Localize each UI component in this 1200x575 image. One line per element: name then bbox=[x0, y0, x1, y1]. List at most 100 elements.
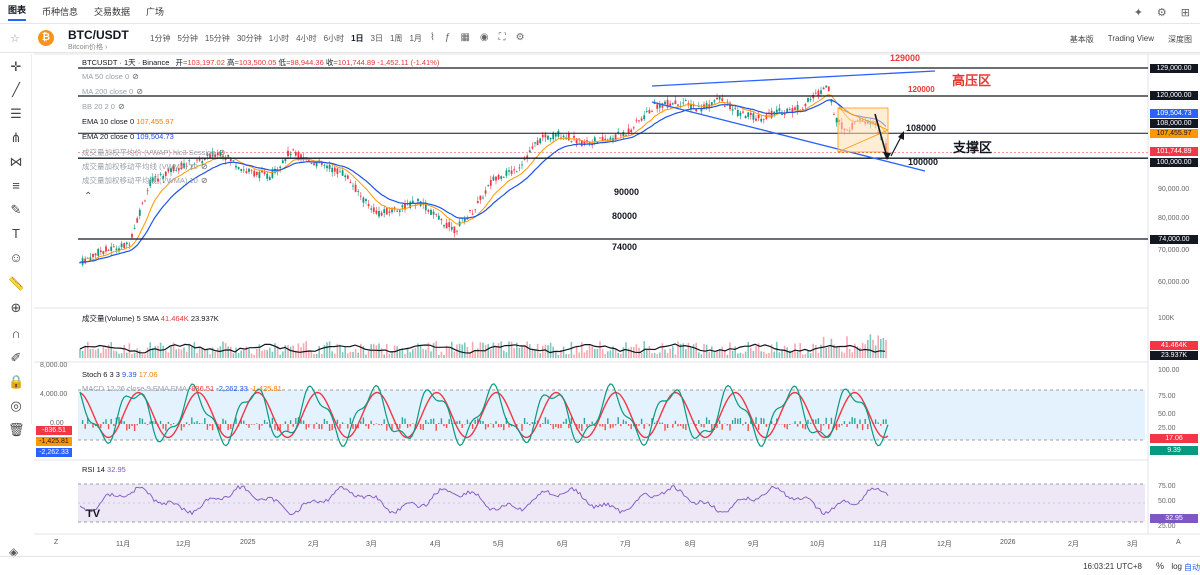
interval-15m[interactable]: 15分钟 bbox=[204, 34, 230, 43]
stoch-legend[interactable]: Stoch 6 3 3 9.39 17.06 bbox=[82, 370, 158, 379]
price-tag-129000[interactable]: 129,000.00 bbox=[1150, 64, 1198, 73]
macd-legend[interactable]: MACD 12 26 close 9 EMA EMA -836.51 -2,26… bbox=[82, 384, 282, 393]
nav-chart[interactable]: 图表 bbox=[8, 3, 27, 21]
topnav-right: ✦ ⚙ ⊞ bbox=[1134, 6, 1190, 19]
eye-icon[interactable]: ◎ bbox=[10, 398, 22, 413]
interval-4h[interactable]: 4小时 bbox=[296, 34, 317, 43]
symbol-title[interactable]: BTC/USDT bbox=[68, 28, 129, 42]
settings-icon[interactable]: ⚙ bbox=[1156, 7, 1167, 19]
volume-bar bbox=[542, 345, 544, 358]
percent-toggle[interactable]: % bbox=[1155, 561, 1164, 571]
camera-icon[interactable]: ◉ bbox=[479, 32, 489, 43]
xaxis-tick: 7月 bbox=[620, 541, 631, 548]
crosshair-icon[interactable]: ✛ bbox=[10, 59, 22, 74]
price-tag-ema20[interactable]: 109,504.73 bbox=[1150, 109, 1198, 118]
pitchfork-icon[interactable]: ⋔ bbox=[10, 130, 22, 145]
eye-off-icon[interactable]: ⊘ bbox=[200, 176, 208, 185]
ruler-icon[interactable]: 📏 bbox=[8, 276, 25, 291]
magnet-icon[interactable]: ∩ bbox=[11, 326, 21, 341]
log-toggle[interactable]: log bbox=[1171, 562, 1182, 571]
legend-vwma20[interactable]: 成交量加权移动平均线 (VWMA) 20 ⊘ bbox=[82, 161, 208, 172]
interval-1h[interactable]: 1小时 bbox=[268, 34, 290, 43]
trash-icon[interactable]: 🗑 bbox=[8, 422, 25, 437]
view-basic[interactable]: 基本版 bbox=[1069, 35, 1094, 44]
brush-icon[interactable]: ✎ bbox=[10, 202, 22, 217]
candle-body bbox=[627, 128, 630, 134]
candle-body bbox=[622, 131, 625, 137]
lock-icon[interactable]: 🔒 bbox=[8, 374, 25, 389]
legend-vwma10[interactable]: 成交量加权移动平均线 (VWMA) 10 ⊘ bbox=[82, 175, 208, 186]
interval-5m[interactable]: 5分钟 bbox=[177, 34, 198, 43]
layout-icon[interactable]: ⊞ bbox=[1180, 7, 1190, 19]
collapse-legend-icon[interactable]: ⌃ bbox=[84, 191, 93, 202]
eye-off-icon[interactable]: ⊘ bbox=[117, 102, 125, 111]
chart-type-icon[interactable]: ⌇ bbox=[430, 32, 435, 43]
volume-legend[interactable]: 成交量(Volume) 5 SMA 41.464K 23.937K bbox=[82, 313, 219, 324]
macd-bar bbox=[206, 424, 209, 430]
legend-ema10[interactable]: EMA 10 close 0 107,455.97 bbox=[82, 117, 174, 126]
interval-3d[interactable]: 3日 bbox=[370, 34, 383, 43]
legend-ema20[interactable]: EMA 20 close 0 109,504.73 bbox=[82, 132, 174, 141]
xaxis-a[interactable]: A bbox=[1176, 539, 1181, 546]
layers-icon[interactable]: ◈ bbox=[9, 545, 19, 559]
price-tag-120000[interactable]: 120,000.00 bbox=[1150, 91, 1198, 100]
osc-axis-100: 100.00 bbox=[1158, 367, 1180, 374]
zoom-in-icon[interactable]: ⊕ bbox=[10, 300, 22, 315]
eye-off-icon[interactable]: ⊘ bbox=[218, 148, 226, 157]
symbol-subtitle[interactable]: Bitcoin价格 › bbox=[68, 44, 108, 51]
xaxis-z[interactable]: Z bbox=[54, 539, 59, 546]
macd-bar bbox=[318, 424, 320, 429]
price-tag-74000[interactable]: 74,000.00 bbox=[1150, 235, 1198, 244]
interval-1w[interactable]: 1周 bbox=[389, 34, 403, 43]
volume-bar bbox=[646, 349, 648, 358]
legend-vwap[interactable]: 成交量加权平均价 (VWAP) hlc3 Session ⊘ bbox=[82, 147, 225, 158]
lock-drawings-icon[interactable]: ✐ bbox=[10, 350, 22, 365]
pattern-icon[interactable]: ⋈ bbox=[9, 154, 23, 169]
view-depth[interactable]: 深度图 bbox=[1168, 35, 1192, 44]
legend-ma200[interactable]: MA 200 close 0 ⊘ bbox=[82, 87, 143, 96]
volume-bar bbox=[126, 352, 128, 358]
nav-coin-info[interactable]: 币种信息 bbox=[42, 7, 79, 17]
nav-trading-data[interactable]: 交易数据 bbox=[94, 7, 131, 17]
template-icon[interactable]: ▦ bbox=[460, 32, 470, 43]
text-tool-icon[interactable]: T bbox=[12, 226, 20, 241]
rsi-legend[interactable]: RSI 14 32.95 bbox=[82, 465, 126, 474]
interval-1m[interactable]: 1分钟 bbox=[150, 34, 171, 43]
price-tag-last[interactable]: 101,744.89 bbox=[1150, 147, 1198, 156]
horizontal-lines-icon[interactable]: ☰ bbox=[10, 106, 22, 121]
fib-icon[interactable]: ≡ bbox=[12, 178, 20, 193]
price-tag-ema10[interactable]: 107,455.97 bbox=[1150, 129, 1198, 138]
volume-bar bbox=[872, 339, 874, 358]
interval-30m[interactable]: 30分钟 bbox=[236, 34, 262, 43]
eye-off-icon[interactable]: ⊘ bbox=[200, 162, 208, 171]
macd-bar bbox=[734, 417, 736, 424]
volume-bar bbox=[331, 351, 333, 358]
price-tag-100000[interactable]: 100,000.00 bbox=[1150, 158, 1198, 167]
trendline-icon[interactable]: ╱ bbox=[12, 82, 20, 97]
volume-bar bbox=[838, 347, 840, 358]
ema10-line bbox=[79, 94, 887, 263]
interval-1mo[interactable]: 1月 bbox=[409, 34, 422, 43]
nav-square[interactable]: 广场 bbox=[146, 7, 165, 17]
macd-bar bbox=[539, 424, 541, 428]
star-icon[interactable]: ☆ bbox=[10, 33, 20, 45]
volume-bar bbox=[245, 346, 248, 358]
emoji-icon[interactable]: ☺ bbox=[9, 250, 23, 265]
fullscreen-icon[interactable]: ⛶ bbox=[498, 32, 506, 43]
eye-off-icon[interactable]: ⊘ bbox=[136, 87, 143, 96]
indicator-icon[interactable]: ƒ bbox=[444, 32, 451, 43]
interval-1d[interactable]: 1日 bbox=[351, 34, 364, 43]
legend-ma50[interactable]: MA 50 close 0 ⊘ bbox=[82, 72, 139, 81]
settings-gear-icon[interactable]: ⚙ bbox=[515, 32, 525, 43]
view-tradingview[interactable]: Trading View bbox=[1107, 34, 1154, 43]
auto-toggle[interactable]: 自动 bbox=[1184, 563, 1200, 572]
legend-bb[interactable]: BB 20 2 0 ⊘ bbox=[82, 102, 125, 111]
interval-6h[interactable]: 6小时 bbox=[323, 34, 345, 43]
eye-off-icon[interactable]: ⊘ bbox=[132, 72, 139, 81]
candle-body bbox=[133, 228, 136, 230]
sparkle-icon[interactable]: ✦ bbox=[1133, 7, 1143, 19]
volume-bar bbox=[742, 353, 744, 358]
volume-bar bbox=[349, 351, 352, 358]
price-tag-108000[interactable]: 108,000.00 bbox=[1150, 119, 1198, 128]
